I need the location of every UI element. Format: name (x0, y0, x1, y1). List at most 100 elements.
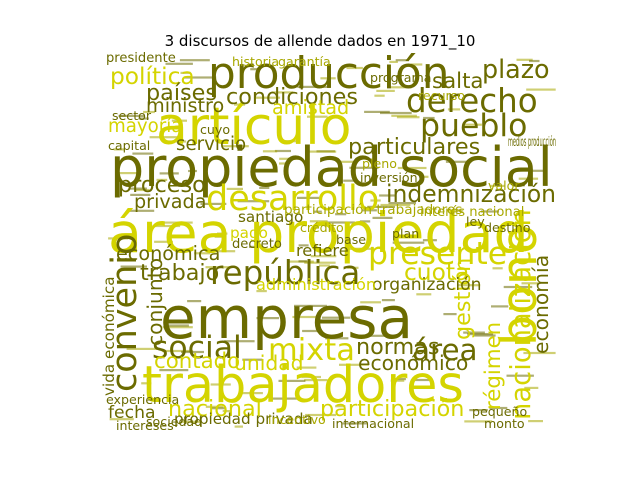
filler-mark (165, 324, 189, 327)
cloud-word: monto (484, 416, 525, 431)
cloud-word: recurso (418, 88, 465, 103)
filler-mark (335, 405, 346, 408)
filler-mark (376, 89, 395, 92)
filler-mark (467, 333, 494, 336)
cloud-word: cuyo (200, 122, 230, 137)
cloud-word: ministro (146, 94, 224, 117)
filler-mark (516, 169, 548, 172)
filler-mark (390, 379, 405, 382)
filler-mark (141, 382, 152, 385)
filler-mark (469, 409, 488, 412)
filler-mark (278, 379, 306, 382)
filler-mark (301, 375, 321, 379)
filler-mark (445, 160, 472, 163)
cloud-word: servicio (176, 134, 246, 155)
filler-mark (181, 350, 204, 354)
cloud-word: vida económica (100, 276, 118, 396)
cloud-word: refiere (296, 241, 349, 260)
cloud-word: plazo (482, 54, 550, 84)
filler-mark (313, 210, 322, 213)
cloud-word: nacional (168, 396, 262, 422)
cloud-word: pueblo (420, 108, 527, 144)
filler-mark (270, 397, 298, 400)
cloud-word: económico (358, 351, 468, 375)
filler-mark (307, 150, 337, 153)
filler-mark (256, 317, 279, 320)
filler-mark (130, 193, 151, 196)
cloud-word: política (110, 63, 195, 90)
cloud-word: contado (154, 349, 240, 374)
filler-mark (249, 245, 259, 248)
filler-mark (279, 157, 303, 160)
filler-mark (171, 119, 187, 122)
filler-mark (380, 111, 412, 115)
filler-mark (360, 301, 381, 304)
cloud-word: programa (370, 70, 431, 85)
cloud-word: normas (356, 334, 440, 360)
cloud-word: pago (230, 224, 268, 242)
cloud-word: sociedad (146, 414, 202, 429)
cloud-word: nacionalización (506, 209, 537, 420)
filler-mark (135, 188, 150, 192)
filler-mark (320, 77, 336, 80)
filler-mark (318, 264, 330, 267)
filler-mark (205, 405, 224, 408)
filler-mark (397, 166, 427, 170)
filler-mark (391, 114, 417, 117)
filler-mark (503, 285, 533, 289)
filler-mark (342, 422, 367, 425)
cloud-word: pequeño (472, 404, 527, 419)
filler-mark (304, 379, 328, 382)
filler-mark (217, 232, 228, 235)
filler-mark (154, 240, 173, 243)
cloud-word: condiciones (226, 84, 358, 110)
filler-mark (226, 273, 239, 276)
cloud-word: bono (491, 224, 548, 346)
chart-title: 3 discursos de allende dados en 1971_10 (164, 32, 476, 50)
filler-mark (322, 316, 351, 319)
cloud-word: decreto (232, 237, 282, 252)
filler-mark (410, 63, 423, 66)
filler-mark (422, 239, 437, 242)
filler-mark (128, 209, 155, 212)
filler-mark (464, 420, 493, 423)
filler-mark (159, 369, 189, 372)
filler-mark (214, 235, 225, 238)
filler-mark (113, 148, 125, 151)
cloud-word: internacional (332, 416, 414, 431)
filler-mark (161, 349, 194, 353)
filler-mark (370, 199, 381, 202)
filler-mark (279, 162, 287, 165)
filler-mark (292, 315, 321, 319)
cloud-word: unidad (234, 351, 304, 375)
filler-mark (346, 66, 363, 70)
filler-mark (372, 216, 393, 219)
filler-mark (188, 169, 197, 173)
cloud-word: países (146, 80, 217, 106)
cloud-word: presente (368, 236, 507, 272)
filler-mark (165, 62, 193, 65)
cloud-word: económica (116, 242, 220, 265)
cloud-word: destino (484, 220, 531, 235)
filler-mark (116, 172, 141, 175)
filler-mark (389, 60, 398, 63)
cloud-word: salta (432, 69, 483, 94)
filler-mark (187, 300, 202, 303)
cloud-word: crédito (300, 220, 344, 235)
cloud-word: participación (320, 396, 464, 422)
filler-mark (396, 116, 420, 119)
filler-words (108, 58, 556, 428)
cloud-word: área (412, 333, 478, 367)
cloud-word: cuota (404, 259, 469, 286)
filler-mark (349, 166, 379, 169)
filler-mark (126, 347, 161, 350)
filler-mark (226, 187, 243, 190)
filler-mark (181, 420, 201, 423)
filler-mark (194, 252, 211, 255)
filler-mark (211, 407, 226, 410)
cloud-word: interés nacional (420, 205, 524, 220)
filler-mark (120, 265, 147, 268)
cloud-word: indemnización (386, 179, 556, 208)
filler-mark (463, 331, 485, 334)
filler-mark (129, 187, 147, 190)
